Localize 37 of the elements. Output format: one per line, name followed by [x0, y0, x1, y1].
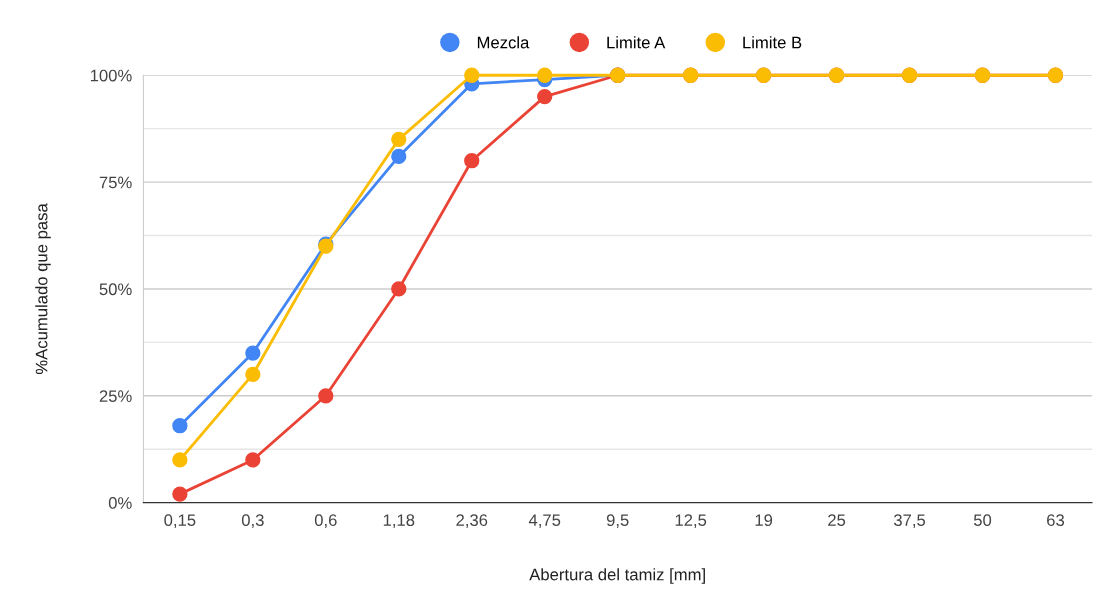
- point: [318, 388, 334, 404]
- x-tick-label: 0,15: [164, 514, 196, 528]
- x-tick-label: 2,36: [456, 514, 488, 528]
- x-tick-label: 50: [973, 514, 992, 527]
- x-tick-label: 63: [1047, 514, 1065, 527]
- y-axis-title: %Acumulado que pasa: [35, 203, 51, 375]
- x-tick-label: 1,18: [383, 514, 415, 528]
- x-tick-label: 12,5: [675, 514, 707, 528]
- x-tick-label: 0,6: [314, 514, 337, 528]
- x-tick-label: 4,75: [528, 514, 561, 528]
- point: [172, 486, 188, 502]
- point: [245, 452, 261, 468]
- y-tick-label: 100%: [90, 69, 132, 82]
- point: [537, 67, 553, 83]
- y-tick-label: 75%: [99, 176, 132, 189]
- y-tick-label: 50%: [99, 283, 132, 296]
- point: [172, 452, 188, 468]
- point: [172, 418, 188, 434]
- point: [391, 281, 407, 297]
- x-tick-label: 9,5: [606, 514, 629, 528]
- legend-label: Limite B: [743, 36, 802, 49]
- x-tick-label: 19: [755, 514, 773, 527]
- point: [464, 67, 480, 83]
- point: [391, 131, 407, 148]
- point: [245, 366, 261, 383]
- x-axis-title: Abertura del tamiz [mm]: [529, 568, 705, 584]
- x-tick-label: 37,5: [893, 514, 926, 528]
- legend-label: Mezcla: [477, 36, 530, 49]
- y-tick-label: 25%: [99, 390, 132, 403]
- point: [245, 345, 261, 361]
- point: [537, 88, 553, 105]
- point: [391, 148, 407, 165]
- legend-label: Limite A: [607, 36, 666, 49]
- y-tick-label: 0%: [108, 497, 132, 509]
- x-tick-label: 0,3: [241, 514, 264, 528]
- x-tick-label: 25: [828, 514, 846, 527]
- point: [464, 153, 480, 169]
